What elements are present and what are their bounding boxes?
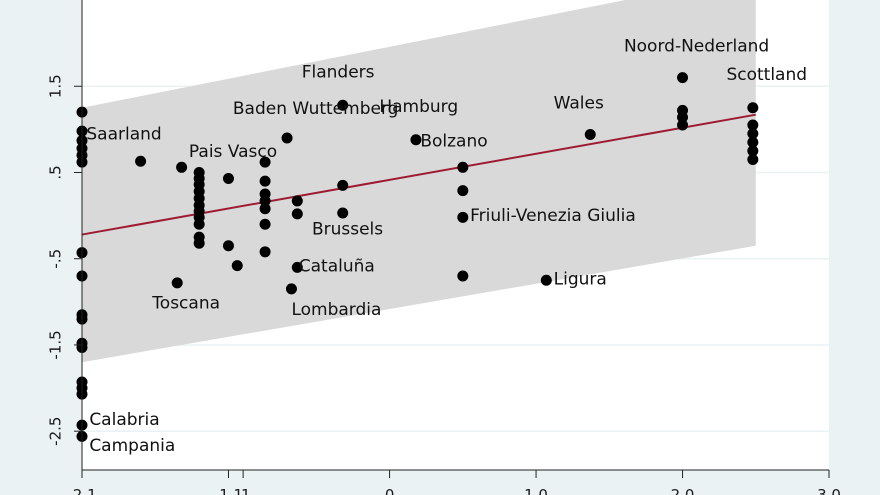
x-tick-label: -2.1 xyxy=(67,486,96,495)
x-tick-label: 1.0 xyxy=(524,486,548,495)
data-point xyxy=(747,136,759,148)
data-point xyxy=(193,237,205,249)
data-point xyxy=(222,173,234,185)
point-label: Ligura xyxy=(554,270,607,290)
point-label: Baden Wuttemberg xyxy=(233,99,399,119)
data-point xyxy=(193,218,205,230)
data-point xyxy=(677,119,689,131)
data-point xyxy=(457,211,469,223)
point-label: Scottland xyxy=(726,65,807,85)
data-point xyxy=(135,155,147,167)
data-point xyxy=(259,203,271,215)
x-tick-label: 0 xyxy=(385,486,395,495)
x-tick-label: 2.0 xyxy=(671,486,695,495)
data-point xyxy=(259,175,271,187)
data-point xyxy=(176,161,188,173)
point-label: Campania xyxy=(89,436,175,456)
data-point xyxy=(337,99,349,111)
point-label: Toscana xyxy=(151,294,220,314)
point-label: Flanders xyxy=(302,63,375,83)
data-point xyxy=(457,161,469,173)
data-point xyxy=(281,132,293,144)
point-label: Wales xyxy=(554,94,604,114)
point-label: Calabria xyxy=(89,410,159,430)
x-tick-label: -1 xyxy=(236,486,251,495)
data-point xyxy=(259,195,271,207)
data-point xyxy=(285,283,297,295)
data-point xyxy=(171,277,183,289)
y-tick-label: .5 xyxy=(47,165,65,179)
x-tick-label: 3.0 xyxy=(817,486,841,495)
point-label: Cataluña xyxy=(299,257,375,277)
data-point xyxy=(259,156,271,168)
y-axis: 1.5 .5 -.5 -1.5 -2.5 xyxy=(47,0,83,470)
point-label: Hamburg xyxy=(379,97,458,117)
point-label: Saarland xyxy=(86,125,161,145)
point-label: Pais Vasco xyxy=(189,142,277,162)
data-point xyxy=(410,134,422,146)
data-point xyxy=(259,218,271,230)
x-tick-label: -1.1 xyxy=(214,486,243,495)
data-point xyxy=(231,260,243,272)
y-tick-label: -2.5 xyxy=(47,417,65,446)
y-tick-label: -.5 xyxy=(47,249,65,269)
data-point xyxy=(584,129,596,141)
data-point xyxy=(677,111,689,123)
point-label: Bolzano xyxy=(420,132,487,152)
point-label: Friuli-Venezia Giulia xyxy=(470,206,636,226)
point-label: Brussels xyxy=(312,220,383,240)
data-point xyxy=(747,145,759,157)
data-point xyxy=(677,72,689,84)
data-point xyxy=(457,185,469,197)
point-label: Noord-Nederland xyxy=(624,37,769,57)
confidence-band xyxy=(82,0,756,363)
data-point xyxy=(222,240,234,252)
y-tick-label: -1.5 xyxy=(47,330,65,359)
data-point xyxy=(337,179,349,191)
data-point xyxy=(457,270,469,282)
data-point xyxy=(747,154,759,166)
data-point xyxy=(291,195,303,207)
data-point xyxy=(747,119,759,131)
fit-line xyxy=(81,113,756,236)
data-point xyxy=(259,246,271,258)
point-labels: Noord-Nederland Scottland Flanders Wales Ham… xyxy=(86,37,807,456)
data-point xyxy=(337,207,349,219)
data-point xyxy=(747,128,759,140)
data-point xyxy=(291,261,303,273)
y-tick-label: 1.5 xyxy=(47,74,65,98)
data-point xyxy=(291,208,303,220)
point-label: Lombardia xyxy=(291,300,381,320)
x-axis: -2.1 -1.1-1 0 1.0 2.0 3.0 xyxy=(67,469,841,495)
data-point xyxy=(540,274,552,286)
data-point xyxy=(747,102,759,114)
